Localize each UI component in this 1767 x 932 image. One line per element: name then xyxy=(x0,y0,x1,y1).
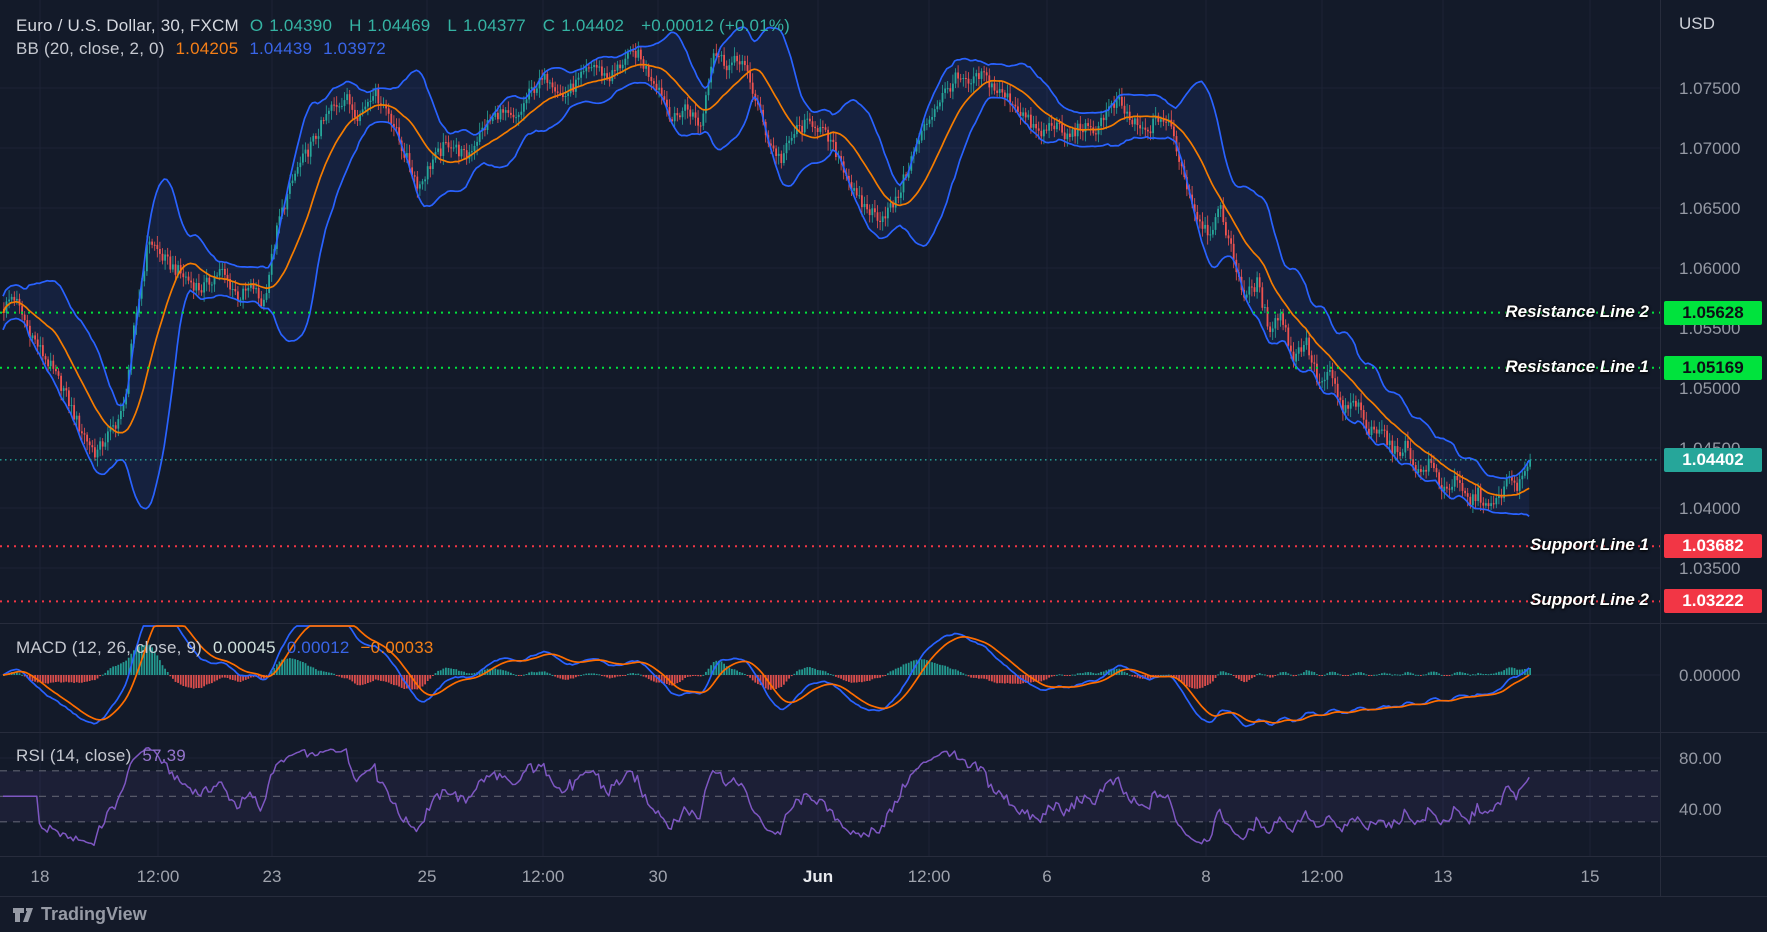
price-axis-separator xyxy=(1660,0,1661,896)
bb-lower-value: 1.03972 xyxy=(323,39,386,58)
time-tick-label: 12:00 xyxy=(1300,867,1344,886)
support-line-2-label[interactable]: Support Line 2 xyxy=(1530,590,1649,609)
macd-zero-tick-label: 0.00000 xyxy=(1679,666,1741,685)
macd-signal-value: −0.00033 xyxy=(360,638,434,657)
ohlc-high: H 1.04469 xyxy=(349,16,431,35)
price-tick-label: 1.05000 xyxy=(1679,379,1741,398)
tradingview-logo[interactable]: TradingView xyxy=(12,904,147,925)
ohlc-low: L 1.04377 xyxy=(447,16,526,35)
resistance-line-1-label[interactable]: Resistance Line 1 xyxy=(1505,357,1649,376)
price-badge-resistance-1[interactable]: 1.05169 xyxy=(1664,356,1762,380)
price-badge-support-2[interactable]: 1.03222 xyxy=(1664,589,1762,613)
price-badge-resistance-2[interactable]: 1.05628 xyxy=(1664,301,1762,325)
bb-legend: BB (20, close, 2, 0) 1.04205 1.04439 1.0… xyxy=(16,39,392,59)
price-tick-label: 1.03500 xyxy=(1679,559,1741,578)
time-axis-separator xyxy=(0,856,1767,857)
macd-title[interactable]: MACD (12, 26, close, 9) xyxy=(16,638,202,657)
rsi-value: 57.39 xyxy=(142,746,186,765)
time-tick-label: 13 xyxy=(1433,867,1453,886)
time-tick-label: 8 xyxy=(1201,867,1211,886)
rsi-tick-label: 40.00 xyxy=(1679,800,1722,819)
support-line-1-label[interactable]: Support Line 1 xyxy=(1530,535,1649,554)
bb-upper-value: 1.04439 xyxy=(249,39,313,58)
symbol-title[interactable]: Euro / U.S. Dollar, 30, FXCM xyxy=(16,16,239,35)
time-tick-label: 6 xyxy=(1042,867,1052,886)
price-tick-label: 1.06500 xyxy=(1679,199,1741,218)
bb-title[interactable]: BB (20, close, 2, 0) xyxy=(16,39,165,58)
macd-hist-value: 0.00045 xyxy=(212,638,276,657)
price-tick-label: 1.07500 xyxy=(1679,79,1741,98)
bottom-bar-separator xyxy=(0,896,1767,897)
price-tick-label: 1.06000 xyxy=(1679,259,1741,278)
change-readout: +0.00012 (+0.01%) xyxy=(641,16,791,35)
price-tick-label: 1.07000 xyxy=(1679,139,1741,158)
time-tick-label: 12:00 xyxy=(136,867,180,886)
time-tick-label: Jun xyxy=(802,867,834,886)
price-tick-label: 1.04000 xyxy=(1679,499,1741,518)
pane-separator-macd[interactable] xyxy=(0,623,1767,624)
time-tick-label: 12:00 xyxy=(907,867,951,886)
time-tick-label: 23 xyxy=(262,867,282,886)
chart-canvas[interactable] xyxy=(0,0,1660,856)
time-axis[interactable]: 18 12:00 23 25 12:00 30 Jun 12:00 6 8 12:00 13 15 xyxy=(0,857,1767,896)
rsi-legend: RSI (14, close) 57.39 xyxy=(16,746,192,766)
time-tick-label: 12:00 xyxy=(521,867,565,886)
bb-basis-value: 1.04205 xyxy=(175,39,239,58)
pane-separator-rsi[interactable] xyxy=(0,732,1767,733)
rsi-tick-label: 80.00 xyxy=(1679,749,1722,768)
price-badge-current[interactable]: 1.04402 xyxy=(1664,448,1762,472)
rsi-title[interactable]: RSI (14, close) xyxy=(16,746,132,765)
resistance-line-2-label[interactable]: Resistance Line 2 xyxy=(1505,302,1649,321)
tradingview-logo-text: TradingView xyxy=(41,904,147,924)
ohlc-open: O 1.04390 xyxy=(249,16,333,35)
time-tick-label: 25 xyxy=(417,867,437,886)
ohlc-close: C 1.04402 xyxy=(542,16,625,35)
price-axis[interactable]: USD 1.05628 1.05169 1.03682 1.03222 1.04… xyxy=(1661,0,1767,896)
tradingview-logo-icon xyxy=(13,907,33,922)
price-axis-currency: USD xyxy=(1679,14,1715,33)
time-tick-label: 15 xyxy=(1580,867,1600,886)
macd-line-value: 0.00012 xyxy=(286,638,350,657)
price-badge-support-1[interactable]: 1.03682 xyxy=(1664,534,1762,558)
bottom-toolbar: TradingView xyxy=(0,897,1767,932)
macd-legend: MACD (12, 26, close, 9) 0.00045 0.00012 … xyxy=(16,638,440,658)
time-tick-label: 30 xyxy=(648,867,668,886)
time-tick-label: 18 xyxy=(30,867,50,886)
